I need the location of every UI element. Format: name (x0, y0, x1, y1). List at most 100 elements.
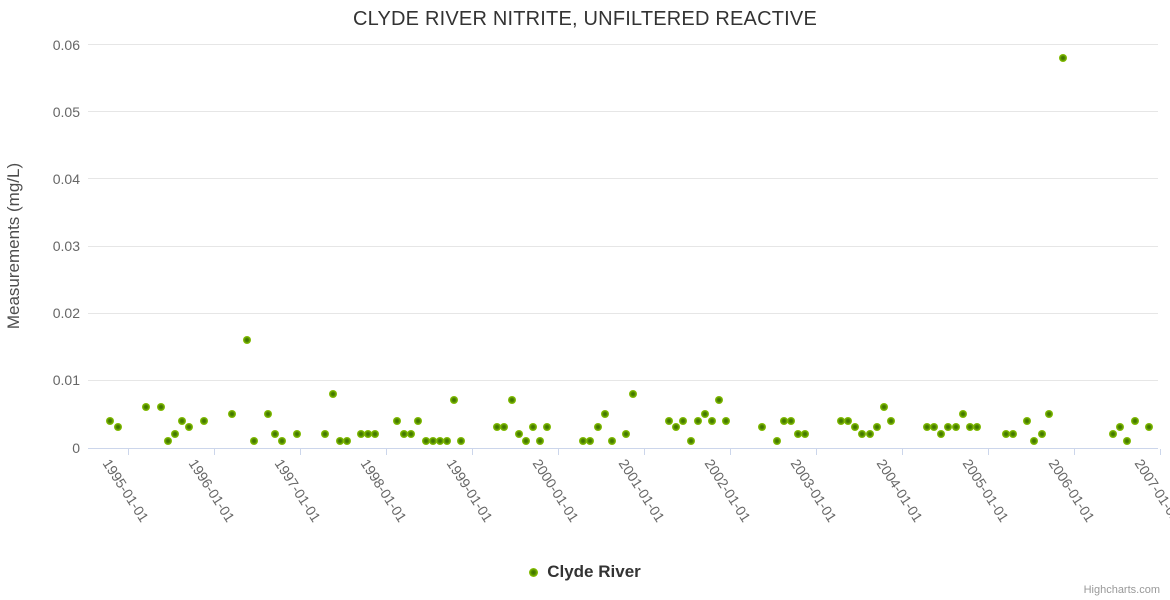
data-point[interactable] (607, 436, 616, 445)
legend-marker-icon (529, 567, 539, 577)
data-point[interactable] (679, 416, 688, 425)
data-point[interactable] (1123, 436, 1132, 445)
data-point[interactable] (579, 436, 588, 445)
data-point[interactable] (335, 436, 344, 445)
data-point[interactable] (844, 416, 853, 425)
data-point[interactable] (371, 430, 380, 439)
data-point[interactable] (400, 430, 409, 439)
data-point[interactable] (249, 436, 258, 445)
chart-title: CLYDE RIVER NITRITE, UNFILTERED REACTIVE (353, 8, 817, 30)
y-gridline (88, 44, 1158, 45)
data-point[interactable] (113, 423, 122, 432)
data-point[interactable] (156, 403, 165, 412)
data-point[interactable] (872, 423, 881, 432)
data-point[interactable] (357, 430, 366, 439)
data-point[interactable] (722, 416, 731, 425)
data-point[interactable] (1008, 430, 1017, 439)
data-point[interactable] (264, 409, 273, 418)
data-point[interactable] (708, 416, 717, 425)
data-point[interactable] (450, 396, 459, 405)
data-point[interactable] (364, 430, 373, 439)
data-point[interactable] (185, 423, 194, 432)
data-point[interactable] (536, 436, 545, 445)
data-point[interactable] (672, 423, 681, 432)
data-point[interactable] (693, 416, 702, 425)
data-point[interactable] (1044, 409, 1053, 418)
data-point[interactable] (228, 409, 237, 418)
x-axis-label: 2004-01-01 (873, 455, 926, 525)
data-point[interactable] (514, 430, 523, 439)
data-point[interactable] (837, 416, 845, 425)
data-point[interactable] (199, 416, 208, 425)
data-point[interactable] (700, 409, 709, 418)
data-point[interactable] (586, 436, 595, 445)
data-point[interactable] (600, 409, 609, 418)
data-point[interactable] (715, 396, 724, 405)
data-point[interactable] (951, 423, 960, 432)
data-point[interactable] (1116, 423, 1125, 432)
data-point[interactable] (106, 416, 115, 425)
data-point[interactable] (851, 423, 860, 432)
data-point[interactable] (1037, 430, 1046, 439)
data-point[interactable] (930, 423, 939, 432)
data-point[interactable] (772, 436, 781, 445)
data-point[interactable] (1030, 436, 1039, 445)
data-point[interactable] (937, 430, 946, 439)
data-point[interactable] (794, 430, 803, 439)
data-point[interactable] (342, 436, 351, 445)
data-point[interactable] (958, 409, 967, 418)
data-point[interactable] (421, 436, 430, 445)
data-point[interactable] (543, 423, 552, 432)
data-point[interactable] (457, 436, 466, 445)
data-point[interactable] (435, 436, 444, 445)
x-axis-tick (644, 448, 646, 455)
data-point[interactable] (163, 436, 172, 445)
data-point[interactable] (178, 416, 187, 425)
data-point[interactable] (443, 436, 452, 445)
data-point[interactable] (292, 430, 301, 439)
data-point[interactable] (278, 436, 287, 445)
data-point[interactable] (414, 416, 423, 425)
data-point[interactable] (629, 389, 638, 398)
data-point[interactable] (407, 430, 416, 439)
data-point[interactable] (170, 430, 179, 439)
data-point[interactable] (858, 430, 867, 439)
data-point[interactable] (392, 416, 401, 425)
data-point[interactable] (944, 423, 953, 432)
data-point[interactable] (1023, 416, 1032, 425)
data-point[interactable] (779, 416, 788, 425)
data-point[interactable] (321, 430, 330, 439)
credits-link[interactable]: Highcharts.com (1083, 584, 1160, 596)
data-point[interactable] (271, 430, 280, 439)
data-point[interactable] (142, 403, 151, 412)
data-point[interactable] (965, 423, 974, 432)
data-point[interactable] (328, 389, 337, 398)
data-point[interactable] (758, 423, 767, 432)
data-point[interactable] (622, 430, 631, 439)
data-point[interactable] (507, 396, 516, 405)
x-axis-tick (1073, 448, 1075, 455)
data-point[interactable] (887, 416, 896, 425)
legend-item-clyde-river[interactable]: Clyde River (0, 561, 1170, 583)
data-point[interactable] (879, 403, 888, 412)
data-point[interactable] (1144, 423, 1153, 432)
data-point[interactable] (801, 430, 810, 439)
data-point[interactable] (1059, 53, 1068, 62)
data-point[interactable] (1109, 430, 1118, 439)
data-point[interactable] (500, 423, 509, 432)
data-point[interactable] (1130, 416, 1139, 425)
data-point[interactable] (1001, 430, 1010, 439)
data-point[interactable] (786, 416, 795, 425)
data-point[interactable] (665, 416, 674, 425)
data-point[interactable] (529, 423, 538, 432)
data-point[interactable] (922, 423, 931, 432)
data-point[interactable] (865, 430, 874, 439)
data-point[interactable] (521, 436, 530, 445)
data-point[interactable] (593, 423, 602, 432)
data-point[interactable] (493, 423, 502, 432)
data-point[interactable] (242, 336, 251, 345)
data-point[interactable] (428, 436, 437, 445)
y-axis-label: 0.05 (52, 103, 80, 120)
data-point[interactable] (973, 423, 982, 432)
data-point[interactable] (686, 436, 695, 445)
